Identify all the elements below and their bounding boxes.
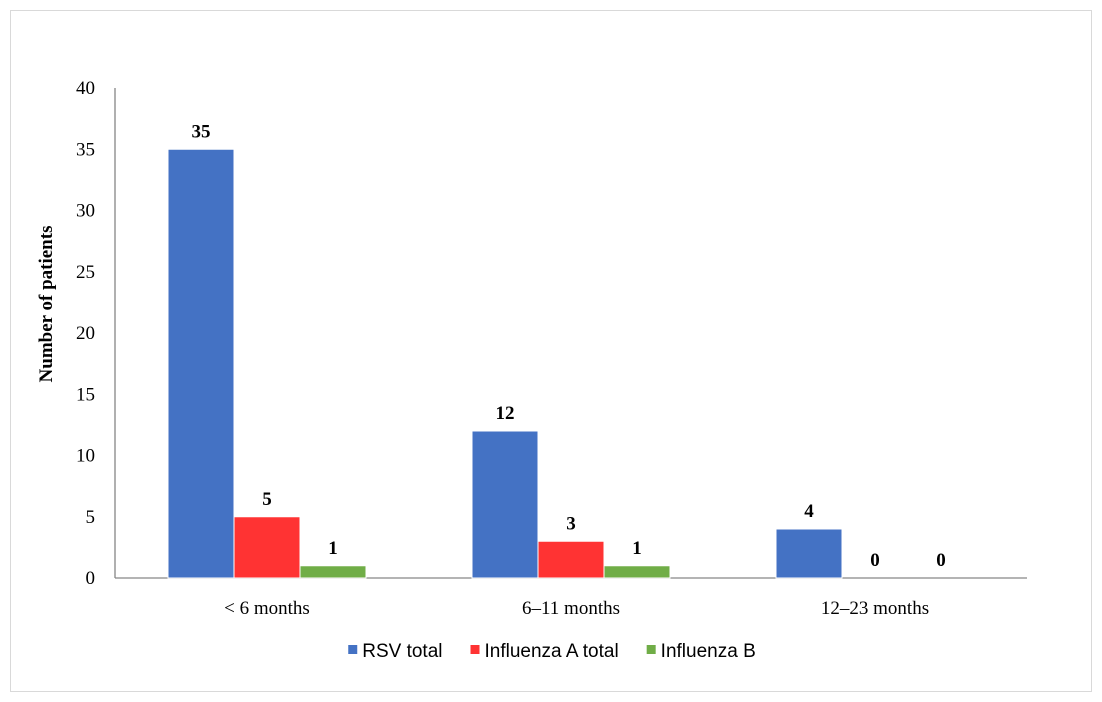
bar-rsv-total (167, 148, 235, 579)
legend-swatch-influenza-b (646, 645, 656, 654)
data-labels: 35 5 1 12 3 1 4 0 0 (192, 121, 946, 571)
y-axis-title: Number of patients (36, 226, 57, 383)
y-tick-label: 10 (76, 446, 95, 467)
x-tick-label: < 6 months (224, 598, 310, 619)
x-tick-label: 6–11 months (522, 598, 620, 619)
bar-rsv-total (471, 430, 539, 579)
bar-influenza-a-total (233, 516, 301, 579)
legend-label-rsv-total: RSV total (362, 641, 442, 662)
bar-influenza-b (603, 565, 671, 579)
data-label: 0 (870, 550, 880, 571)
data-label: 1 (632, 538, 642, 559)
y-tick-label: 35 (76, 139, 95, 160)
data-label: 3 (566, 513, 576, 534)
y-tick-label: 25 (76, 262, 95, 283)
y-tick-label: 20 (76, 323, 95, 344)
bar-influenza-b (299, 565, 367, 579)
y-tick-label: 15 (76, 384, 95, 405)
legend: RSV total Influenza A total Influenza B (348, 641, 756, 662)
chart-frame: 0 5 10 15 20 25 30 35 40 35 5 1 12 3 1 4 0 0 < 6 months 6… (10, 10, 1092, 692)
data-label: 4 (804, 501, 814, 522)
bars (167, 148, 843, 579)
legend-swatch-rsv-total (348, 645, 358, 654)
y-tick-label: 5 (86, 507, 96, 528)
data-label: 0 (936, 550, 946, 571)
legend-label-influenza-a-total: Influenza A total (485, 641, 619, 662)
legend-label-influenza-b: Influenza B (661, 641, 756, 662)
x-axis-ticks: < 6 months 6–11 months 12–23 months (224, 598, 929, 619)
bar-influenza-a-total (537, 540, 605, 579)
y-tick-label: 40 (76, 78, 95, 99)
axis-lines (114, 88, 1027, 579)
y-tick-label: 0 (86, 568, 96, 589)
data-label: 1 (328, 538, 338, 559)
data-label: 5 (262, 489, 272, 510)
x-tick-label: 12–23 months (821, 598, 929, 619)
y-axis-ticks: 0 5 10 15 20 25 30 35 40 (76, 78, 95, 589)
y-tick-label: 30 (76, 201, 95, 222)
data-label: 12 (496, 403, 515, 424)
data-label: 35 (192, 121, 211, 142)
legend-swatch-influenza-a-total (470, 645, 480, 654)
bar-rsv-total (775, 528, 843, 579)
